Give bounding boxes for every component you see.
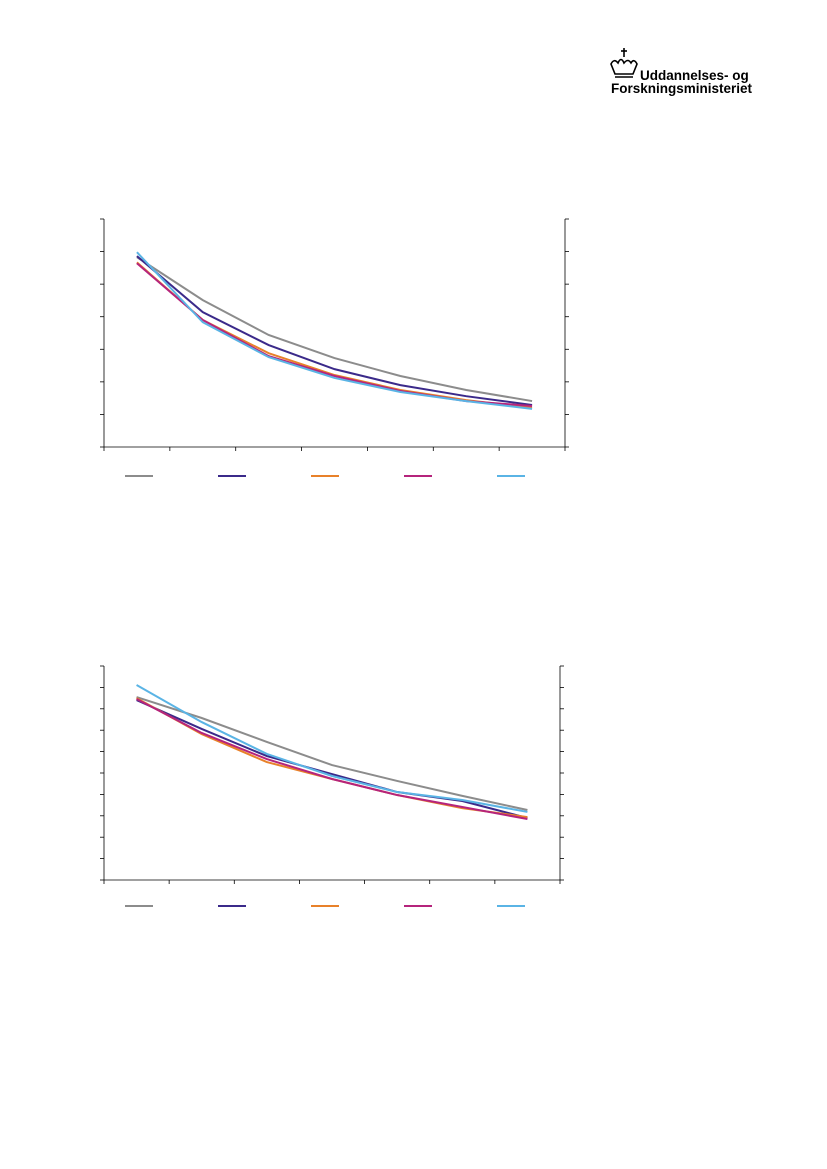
series-line <box>136 251 533 410</box>
logo-text: Uddannelses- og <box>640 68 749 83</box>
logo-crown <box>610 48 638 78</box>
series-line <box>136 699 528 819</box>
series-line <box>136 698 528 820</box>
logo-text: Forskningsministeriet <box>611 81 753 96</box>
series-line <box>136 261 533 409</box>
series-line <box>136 684 528 813</box>
series-line <box>136 696 528 811</box>
series-line <box>136 262 533 407</box>
series-line <box>136 256 533 403</box>
series-line <box>136 255 533 406</box>
